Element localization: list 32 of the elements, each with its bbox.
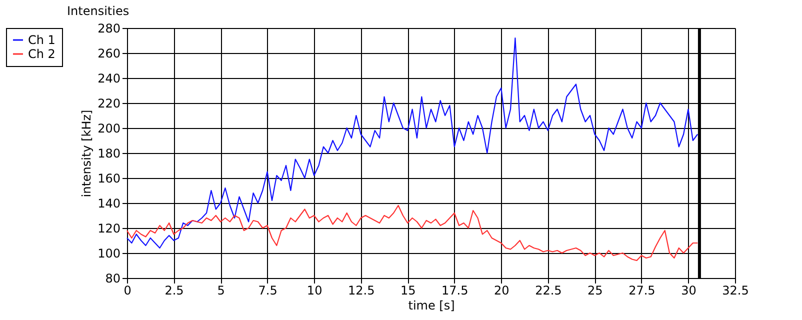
x-tick-label: 30 (681, 284, 696, 298)
x-tick-label: 5 (217, 284, 225, 298)
x-tick-label: 17.5 (442, 284, 468, 298)
line-series (126, 204, 698, 262)
y-tick-label: 200 (98, 122, 120, 136)
y-tick-label: 280 (98, 22, 120, 36)
y-tick-label: 240 (98, 72, 120, 86)
x-tick-label: 32.5 (722, 284, 749, 298)
y-tick-label: 140 (98, 196, 120, 210)
chart-title: Intensities (67, 4, 130, 18)
x-tick-label: 7.5 (258, 284, 278, 298)
x-tick-label: 2.5 (164, 284, 184, 298)
y-tick-label: 260 (98, 46, 120, 60)
legend-label: Ch 2 (28, 47, 56, 61)
legend-label: Ch 1 (28, 33, 56, 47)
x-tick-label: 25 (588, 284, 603, 298)
y-tick-label: 160 (98, 172, 120, 186)
x-tick-label: 10 (306, 284, 322, 298)
line-series (126, 37, 698, 249)
x-tick-label: 0 (124, 284, 132, 298)
x-tick-label: 12.5 (348, 284, 375, 298)
x-tick-label: 20 (494, 284, 510, 298)
x-tick-label: 22.5 (535, 284, 562, 298)
x-axis-title: time [s] (408, 298, 455, 312)
y-tick-label: 120 (98, 222, 120, 236)
x-tick-label: 15 (400, 284, 416, 298)
y-axis-title: intensity [kHz] (80, 110, 94, 198)
x-tick-label: 27.5 (628, 284, 656, 298)
y-tick-label: 80 (105, 272, 120, 286)
y-tick-label: 180 (98, 146, 120, 160)
y-tick-label: 220 (98, 96, 120, 110)
y-tick-label: 100 (98, 246, 120, 260)
